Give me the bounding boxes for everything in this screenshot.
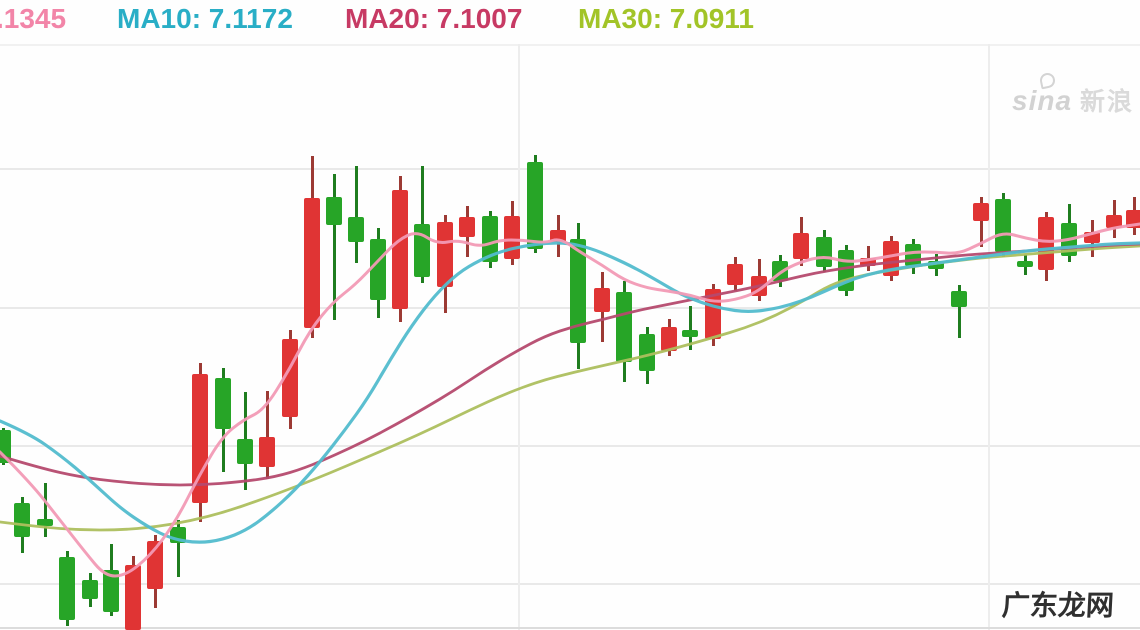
candle-body — [883, 241, 899, 276]
site-watermark: 广东龙网 — [1001, 590, 1115, 621]
candle-body — [282, 339, 298, 417]
candle-body — [1084, 232, 1100, 243]
candle-body — [973, 203, 989, 221]
candle-body — [727, 264, 743, 285]
candle-body — [437, 222, 453, 287]
ma30-label: MA30: 7.0911 — [578, 3, 754, 34]
candle-wick — [354, 166, 358, 263]
gridline-horizontal — [0, 445, 1140, 447]
bottom-edge-line — [0, 627, 1140, 629]
candle-body — [905, 244, 921, 266]
candle-body — [550, 230, 566, 242]
ma20-label: MA20: 7.1007 — [345, 3, 523, 34]
candle-wick — [979, 197, 983, 247]
candle-body — [594, 288, 610, 312]
ma10-label: MA10: 7.1172 — [117, 3, 293, 34]
candle-body — [682, 330, 698, 337]
sina-watermark: sina 新浪 — [1012, 71, 1135, 118]
candle-body — [751, 276, 767, 296]
candle-body — [1061, 223, 1077, 256]
candle-body — [1126, 210, 1140, 228]
candle-body — [639, 334, 655, 371]
candle-body — [170, 527, 186, 543]
candle-body — [259, 437, 275, 467]
candle-body — [995, 199, 1011, 252]
candle-body — [37, 519, 53, 526]
candle-body — [103, 570, 119, 612]
candle-wick — [688, 306, 692, 350]
candle-body — [192, 374, 208, 503]
sina-chinese-text: 新浪 — [1080, 88, 1135, 116]
candle-body — [570, 239, 586, 343]
candle-body — [215, 378, 231, 429]
gridline-vertical — [518, 44, 520, 630]
candle-wick — [43, 483, 47, 537]
grid-top-line — [0, 44, 1140, 46]
gridline-vertical — [988, 44, 990, 630]
candle-body — [304, 198, 320, 328]
ma-legend: .1345 MA10: 7.1172 MA20: 7.1007 MA30: 7.… — [0, 0, 1140, 44]
candle-body — [459, 217, 475, 237]
candle-body — [838, 250, 854, 291]
candle-body — [482, 216, 498, 262]
candle-body — [147, 541, 163, 589]
candle-body — [705, 289, 721, 339]
gridline-horizontal — [0, 168, 1140, 170]
candle-body — [59, 557, 75, 620]
candle-body — [370, 239, 386, 300]
candle-body — [928, 261, 944, 269]
candle-body — [82, 580, 98, 599]
candle-body — [14, 503, 30, 537]
candle-body — [661, 327, 677, 351]
candle-body — [392, 190, 408, 309]
candle-body — [1017, 261, 1033, 267]
candle-body — [616, 292, 632, 362]
candle-body — [125, 565, 141, 630]
candle-body — [527, 162, 543, 249]
candle-body — [860, 258, 876, 266]
candle-body — [793, 233, 809, 259]
candle-body — [0, 430, 11, 463]
sina-logo-text: sina — [1012, 85, 1073, 116]
candle-body — [1038, 217, 1054, 270]
gridline-horizontal — [0, 583, 1140, 585]
candle-body — [951, 291, 967, 307]
candle-body — [348, 217, 364, 242]
candle-body — [237, 439, 253, 464]
candle-body — [1106, 215, 1122, 228]
candle-body — [414, 224, 430, 277]
ma5-label: .1345 — [0, 3, 67, 34]
candle-body — [326, 197, 342, 225]
candle-body — [816, 237, 832, 267]
candle-wick — [332, 174, 336, 320]
candle-body — [504, 216, 520, 259]
candle-body — [772, 261, 788, 281]
